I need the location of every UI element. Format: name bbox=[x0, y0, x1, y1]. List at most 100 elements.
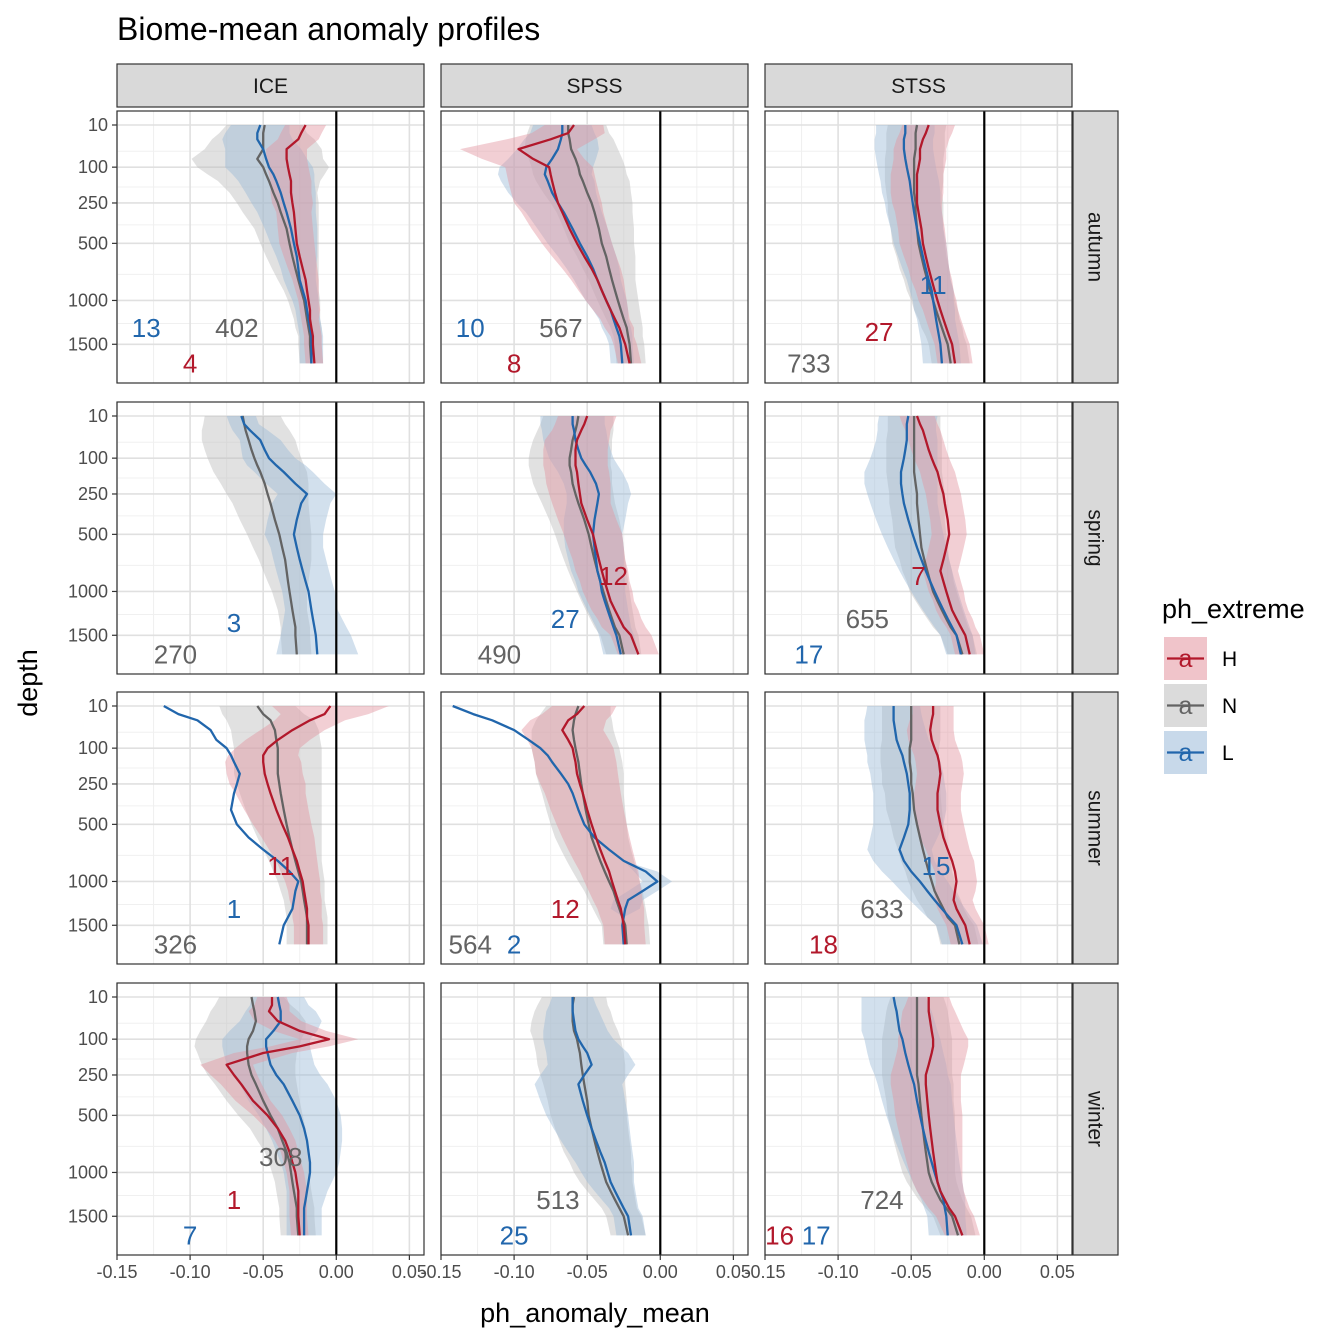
count-label-H: 16 bbox=[765, 1220, 794, 1250]
y-tick-label: 500 bbox=[78, 1105, 108, 1125]
count-label-L: 17 bbox=[794, 639, 823, 669]
line-L bbox=[452, 704, 659, 945]
y-tick-label: 1500 bbox=[68, 334, 108, 354]
ribbon-H bbox=[200, 997, 359, 1236]
count-label-L: 25 bbox=[500, 1220, 529, 1250]
panel-border bbox=[764, 982, 1073, 1256]
line-N bbox=[245, 996, 300, 1236]
y-tick-label: 1000 bbox=[68, 871, 108, 891]
ribbon-H bbox=[906, 706, 989, 945]
x-tick-label: 0.05 bbox=[716, 1262, 751, 1282]
line-N bbox=[571, 996, 630, 1236]
line-N bbox=[908, 706, 961, 945]
y-tick-label: 500 bbox=[78, 233, 108, 253]
strip-label-ice: ICE bbox=[253, 75, 288, 98]
ribbon-L bbox=[222, 125, 324, 364]
y-tick-label: 1500 bbox=[68, 915, 108, 935]
strip-spss bbox=[440, 63, 749, 108]
y-tick-label: 100 bbox=[78, 1029, 108, 1049]
ribbon-N bbox=[201, 416, 312, 655]
y-tick-label: 500 bbox=[78, 814, 108, 834]
panel-border bbox=[440, 982, 749, 1256]
line-H bbox=[574, 415, 640, 655]
line-L bbox=[163, 704, 300, 945]
count-label-N: 308 bbox=[259, 1142, 302, 1172]
line-L bbox=[899, 415, 963, 655]
panel-ice-winter: 308 17 10 100 250 500 1000 1500 -0.15 -0.10 -0.05 0… bbox=[68, 982, 427, 1282]
y-tick-label: 1000 bbox=[68, 1162, 108, 1182]
strip-label-winter: winter bbox=[1084, 1090, 1107, 1147]
panel-spss-autumn: 10 567 8 bbox=[440, 110, 749, 384]
strip-label-spring: spring bbox=[1084, 509, 1107, 566]
count-label-N: 326 bbox=[154, 929, 197, 959]
y-tick-label: 10 bbox=[88, 696, 108, 716]
line-N bbox=[567, 125, 633, 364]
ribbon-L bbox=[861, 997, 967, 1236]
line-L bbox=[892, 706, 964, 945]
strip-ice bbox=[116, 63, 425, 108]
legend-glyph-H: a bbox=[1179, 645, 1193, 673]
count-label-L: 3 bbox=[227, 608, 241, 638]
panel-stss-spring: 7 655 17 bbox=[764, 401, 1073, 675]
line-H bbox=[517, 124, 631, 364]
x-tick-label: -0.10 bbox=[818, 1262, 859, 1282]
count-label-H: 1 bbox=[227, 1185, 241, 1215]
line-L bbox=[571, 997, 633, 1236]
panel-border bbox=[764, 691, 1073, 965]
count-label-N: 724 bbox=[860, 1185, 903, 1215]
ribbon-L bbox=[498, 125, 634, 364]
strip-stss bbox=[764, 63, 1073, 108]
x-tick-label: 0.00 bbox=[643, 1262, 678, 1282]
line-L bbox=[256, 124, 313, 364]
count-label-H: 27 bbox=[865, 317, 894, 347]
panel-border bbox=[116, 982, 425, 1256]
x-tick-label: -0.05 bbox=[567, 1262, 608, 1282]
line-H bbox=[225, 997, 331, 1236]
line-H bbox=[915, 415, 971, 655]
y-tick-label: 100 bbox=[78, 157, 108, 177]
panel-border bbox=[116, 401, 425, 675]
line-L bbox=[571, 416, 622, 655]
strip-winter bbox=[1072, 982, 1119, 1256]
strip-label-summer: summer bbox=[1084, 790, 1107, 866]
y-tick-label: 10 bbox=[88, 987, 108, 1007]
count-label-L: 7 bbox=[183, 1220, 197, 1250]
y-tick-label: 250 bbox=[78, 1065, 108, 1085]
count-label-N: 402 bbox=[215, 313, 258, 343]
panel-ice-autumn: 13 402 4 10 100 250 500 1000 1500 bbox=[68, 110, 425, 384]
y-axis-title: depth bbox=[13, 649, 43, 717]
line-L bbox=[543, 125, 624, 364]
count-label-N: 270 bbox=[154, 639, 197, 669]
line-H bbox=[262, 705, 332, 945]
count-label-L: 15 bbox=[922, 851, 951, 881]
panel-border bbox=[116, 110, 425, 384]
strip-autumn bbox=[1072, 110, 1119, 384]
ribbon-N bbox=[524, 125, 646, 364]
y-tick-label: 10 bbox=[88, 115, 108, 135]
line-H bbox=[924, 997, 964, 1236]
panel-border bbox=[440, 691, 749, 965]
panel-stss-autumn: 11 27 733 bbox=[764, 110, 1073, 384]
ribbon-L bbox=[534, 997, 646, 1236]
x-tick-label: -0.05 bbox=[243, 1262, 284, 1282]
y-tick-label: 250 bbox=[78, 193, 108, 213]
panel-ice-spring: 3 270 10 100 250 500 1000 1500 bbox=[68, 401, 425, 675]
y-tick-label: 250 bbox=[78, 774, 108, 794]
strip-label-autumn: autumn bbox=[1084, 212, 1107, 282]
legend: ph_extreme a Ha Na L bbox=[1162, 594, 1305, 774]
strip-label-stss: STSS bbox=[891, 75, 946, 98]
x-tick-label: -0.15 bbox=[420, 1262, 461, 1282]
count-label-H: 7 bbox=[911, 561, 925, 591]
y-tick-label: 10 bbox=[88, 406, 108, 426]
x-tick-label: 0.05 bbox=[1040, 1262, 1075, 1282]
count-label-H: 8 bbox=[507, 348, 521, 378]
line-N bbox=[912, 416, 964, 655]
y-tick-label: 1000 bbox=[68, 581, 108, 601]
y-tick-label: 1500 bbox=[68, 625, 108, 645]
count-label-H: 18 bbox=[809, 929, 838, 959]
x-tick-label: -0.15 bbox=[744, 1262, 785, 1282]
chart-title: Biome-mean anomaly profiles bbox=[117, 11, 540, 47]
